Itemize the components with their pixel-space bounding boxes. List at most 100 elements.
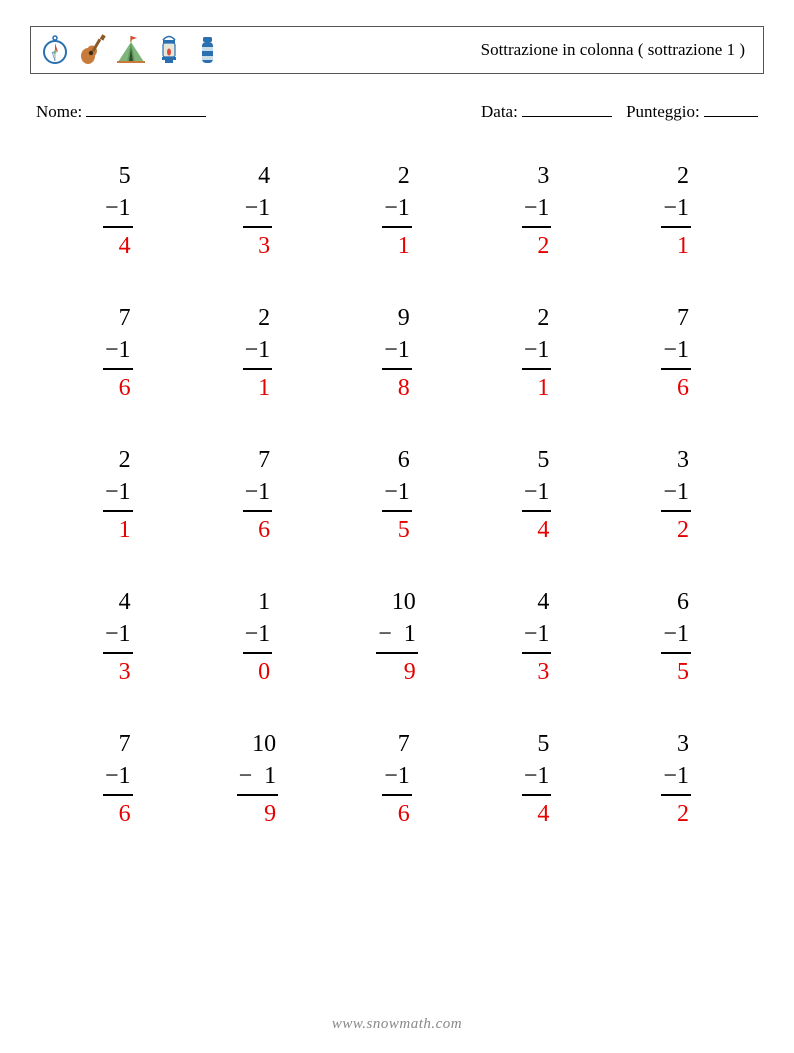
subtraction-problem: 7−16 <box>606 302 746 404</box>
subtrahend-row: −1 <box>103 192 133 228</box>
minuend: 4 <box>522 586 552 618</box>
answer: 5 <box>382 512 412 546</box>
subtraction-problem: 4−13 <box>48 586 188 688</box>
answer: 1 <box>243 370 273 404</box>
subtraction-problem: 3−12 <box>606 444 746 546</box>
name-label: Nome: <box>36 102 82 122</box>
minuend: 10 <box>376 586 418 618</box>
subtrahend-row: −1 <box>103 334 133 370</box>
minuend: 7 <box>243 444 273 476</box>
subtrahend-row: −1 <box>661 192 691 228</box>
subtrahend-row: −1 <box>243 334 273 370</box>
minuend: 4 <box>103 586 133 618</box>
problems-grid: 5−144−132−113−122−117−162−119−182−117−16… <box>30 160 764 830</box>
answer: 5 <box>661 654 691 688</box>
answer: 1 <box>661 228 691 262</box>
subtrahend-row: −1 <box>661 334 691 370</box>
subtrahend-row: −1 <box>661 618 691 654</box>
tent-icon <box>115 34 147 66</box>
minuend: 6 <box>382 444 412 476</box>
answer: 4 <box>522 796 552 830</box>
answer: 2 <box>661 796 691 830</box>
subtraction-problem: 3−12 <box>467 160 607 262</box>
subtrahend-row: −1 <box>103 618 133 654</box>
subtraction-problem: 2−11 <box>467 302 607 404</box>
minuend: 1 <box>243 586 273 618</box>
subtraction-problem: 2−11 <box>327 160 467 262</box>
subtraction-problem: 9−18 <box>327 302 467 404</box>
minuend: 5 <box>522 728 552 760</box>
minuend: 3 <box>661 444 691 476</box>
subtraction-problem: 4−13 <box>467 586 607 688</box>
minuend: 6 <box>661 586 691 618</box>
subtrahend-row: −1 <box>522 618 552 654</box>
subtraction-problem: 7−16 <box>48 728 188 830</box>
answer: 9 <box>237 796 279 830</box>
score-blank[interactable] <box>704 103 758 117</box>
score-field: Punteggio: <box>626 102 758 122</box>
minuend: 7 <box>661 302 691 334</box>
minuend: 3 <box>661 728 691 760</box>
answer: 6 <box>661 370 691 404</box>
minuend: 7 <box>103 302 133 334</box>
answer: 4 <box>522 512 552 546</box>
name-blank[interactable] <box>86 103 206 117</box>
name-field: Nome: <box>36 102 206 122</box>
subtrahend-row: −1 <box>661 476 691 512</box>
subtraction-problem: 4−13 <box>188 160 328 262</box>
subtraction-problem: 1−10 <box>188 586 328 688</box>
answer: 6 <box>103 370 133 404</box>
subtraction-problem: 3−12 <box>606 728 746 830</box>
answer: 3 <box>243 228 273 262</box>
answer: 1 <box>522 370 552 404</box>
answer: 1 <box>382 228 412 262</box>
date-label: Data: <box>481 102 518 121</box>
date-blank[interactable] <box>522 103 612 117</box>
subtrahend-row: −1 <box>382 476 412 512</box>
subtrahend-row: −1 <box>103 476 133 512</box>
subtrahend-row: − 1 <box>376 618 418 654</box>
minuend: 7 <box>382 728 412 760</box>
minuend: 7 <box>103 728 133 760</box>
worksheet-header: Sottrazione in colonna ( sottrazione 1 ) <box>30 26 764 74</box>
subtrahend-row: −1 <box>661 760 691 796</box>
compass-icon <box>39 34 71 66</box>
minuend: 2 <box>382 160 412 192</box>
subtraction-problem: 6−15 <box>327 444 467 546</box>
minuend: 2 <box>103 444 133 476</box>
subtrahend-row: −1 <box>243 476 273 512</box>
answer: 9 <box>376 654 418 688</box>
subtrahend-row: −1 <box>382 334 412 370</box>
footer-url: www.snowmath.com <box>0 1016 794 1033</box>
subtrahend-row: − 1 <box>237 760 279 796</box>
minuend: 3 <box>522 160 552 192</box>
minuend: 2 <box>522 302 552 334</box>
answer: 6 <box>103 796 133 830</box>
subtraction-problem: 7−16 <box>327 728 467 830</box>
subtraction-problem: 7−16 <box>188 444 328 546</box>
subtrahend-row: −1 <box>103 760 133 796</box>
score-label: Punteggio: <box>626 102 700 121</box>
answer: 2 <box>661 512 691 546</box>
answer: 6 <box>382 796 412 830</box>
header-icon-row <box>39 34 223 66</box>
minuend: 9 <box>382 302 412 334</box>
minuend: 4 <box>243 160 273 192</box>
subtraction-problem: 10− 19 <box>188 728 328 830</box>
subtrahend-row: −1 <box>382 192 412 228</box>
subtrahend-row: −1 <box>243 192 273 228</box>
answer: 0 <box>243 654 273 688</box>
answer: 4 <box>103 228 133 262</box>
minuend: 2 <box>661 160 691 192</box>
worksheet-title: Sottrazione in colonna ( sottrazione 1 ) <box>481 40 745 60</box>
answer: 6 <box>243 512 273 546</box>
thermos-icon <box>191 34 223 66</box>
subtrahend-row: −1 <box>522 476 552 512</box>
minuend: 2 <box>243 302 273 334</box>
answer: 2 <box>522 228 552 262</box>
subtraction-problem: 5−14 <box>467 728 607 830</box>
subtraction-problem: 5−14 <box>467 444 607 546</box>
subtraction-problem: 2−11 <box>188 302 328 404</box>
date-field: Data: <box>481 102 612 122</box>
subtraction-problem: 10− 19 <box>327 586 467 688</box>
